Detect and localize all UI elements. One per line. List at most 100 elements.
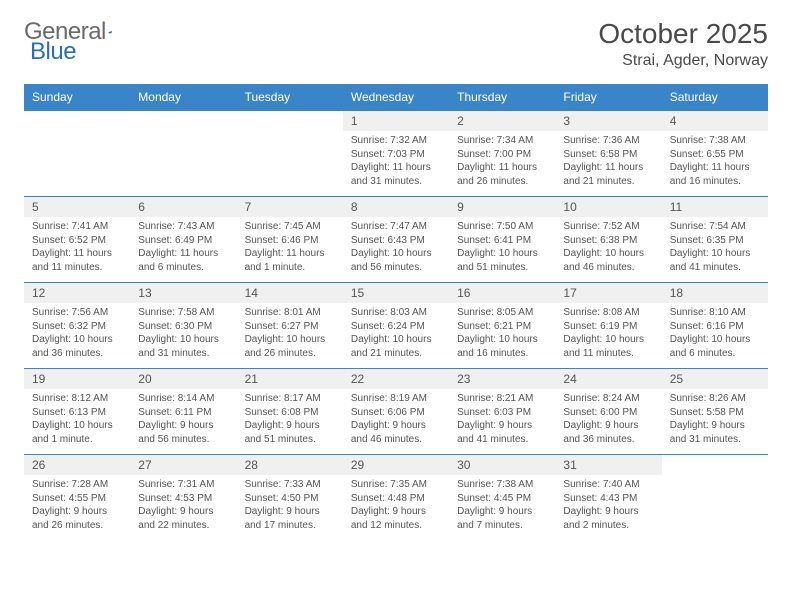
day-info-line: Sunrise: 8:24 AM	[563, 392, 653, 406]
day-info-line: Sunset: 6:32 PM	[32, 320, 122, 334]
day-cell: 13Sunrise: 7:58 AMSunset: 6:30 PMDayligh…	[130, 283, 236, 369]
day-info-line: and 26 minutes.	[32, 519, 122, 533]
day-number: 10	[555, 197, 661, 217]
day-info-line: Daylight: 10 hours	[245, 333, 335, 347]
day-info-line: Sunrise: 7:52 AM	[563, 220, 653, 234]
day-info: Sunrise: 7:43 AMSunset: 6:49 PMDaylight:…	[130, 217, 236, 278]
day-cell: 12Sunrise: 7:56 AMSunset: 6:32 PMDayligh…	[24, 283, 130, 369]
day-info-line: Sunset: 6:00 PM	[563, 406, 653, 420]
day-number: 30	[449, 455, 555, 475]
day-info-line: Sunset: 4:45 PM	[457, 492, 547, 506]
day-info-line: Sunset: 6:16 PM	[670, 320, 760, 334]
day-info-line: Daylight: 11 hours	[351, 161, 441, 175]
day-number: 2	[449, 111, 555, 131]
day-info: Sunrise: 7:38 AMSunset: 4:45 PMDaylight:…	[449, 475, 555, 536]
weekday-header: Tuesday	[237, 84, 343, 111]
day-info-line: Daylight: 10 hours	[351, 333, 441, 347]
day-info: Sunrise: 7:45 AMSunset: 6:46 PMDaylight:…	[237, 217, 343, 278]
day-info-line: and 6 minutes.	[670, 347, 760, 361]
day-info: Sunrise: 7:52 AMSunset: 6:38 PMDaylight:…	[555, 217, 661, 278]
day-number: 3	[555, 111, 661, 131]
day-info-line: Sunrise: 8:05 AM	[457, 306, 547, 320]
day-cell: 22Sunrise: 8:19 AMSunset: 6:06 PMDayligh…	[343, 369, 449, 455]
day-number: 13	[130, 283, 236, 303]
day-info-line: Sunset: 7:00 PM	[457, 148, 547, 162]
day-info-line: Daylight: 10 hours	[138, 333, 228, 347]
day-info-line: Sunset: 6:21 PM	[457, 320, 547, 334]
day-cell: 29Sunrise: 7:35 AMSunset: 4:48 PMDayligh…	[343, 455, 449, 541]
day-info-line: Sunset: 6:30 PM	[138, 320, 228, 334]
day-info-line: Sunset: 6:58 PM	[563, 148, 653, 162]
day-info-line: Sunset: 4:48 PM	[351, 492, 441, 506]
day-info-line: Sunset: 6:38 PM	[563, 234, 653, 248]
day-cell: 2Sunrise: 7:34 AMSunset: 7:00 PMDaylight…	[449, 111, 555, 197]
day-info-line: Sunrise: 7:40 AM	[563, 478, 653, 492]
day-info-line: and 46 minutes.	[351, 433, 441, 447]
day-info-line: Daylight: 10 hours	[32, 333, 122, 347]
week-row: 12Sunrise: 7:56 AMSunset: 6:32 PMDayligh…	[24, 283, 768, 369]
day-info-line: and 6 minutes.	[138, 261, 228, 275]
day-number: 26	[24, 455, 130, 475]
day-info: Sunrise: 7:36 AMSunset: 6:58 PMDaylight:…	[555, 131, 661, 192]
day-number: 8	[343, 197, 449, 217]
day-info-line: Sunrise: 7:31 AM	[138, 478, 228, 492]
day-info: Sunrise: 8:17 AMSunset: 6:08 PMDaylight:…	[237, 389, 343, 450]
day-info-line: Daylight: 9 hours	[563, 419, 653, 433]
day-info: Sunrise: 7:40 AMSunset: 4:43 PMDaylight:…	[555, 475, 661, 536]
day-info-line: and 22 minutes.	[138, 519, 228, 533]
week-row: 19Sunrise: 8:12 AMSunset: 6:13 PMDayligh…	[24, 369, 768, 455]
day-info-line: Sunrise: 7:54 AM	[670, 220, 760, 234]
day-info-line: Daylight: 9 hours	[351, 505, 441, 519]
day-number: 9	[449, 197, 555, 217]
day-cell: 27Sunrise: 7:31 AMSunset: 4:53 PMDayligh…	[130, 455, 236, 541]
day-info-line: Sunset: 6:43 PM	[351, 234, 441, 248]
day-info-line: Sunset: 4:43 PM	[563, 492, 653, 506]
weekday-header: Monday	[130, 84, 236, 111]
day-info-line: Daylight: 10 hours	[670, 333, 760, 347]
day-info-line: and 41 minutes.	[457, 433, 547, 447]
day-cell: 16Sunrise: 8:05 AMSunset: 6:21 PMDayligh…	[449, 283, 555, 369]
day-cell: 23Sunrise: 8:21 AMSunset: 6:03 PMDayligh…	[449, 369, 555, 455]
day-number: 23	[449, 369, 555, 389]
week-row: 5Sunrise: 7:41 AMSunset: 6:52 PMDaylight…	[24, 197, 768, 283]
day-info-line: Sunrise: 7:56 AM	[32, 306, 122, 320]
weekday-header: Saturday	[662, 84, 768, 111]
day-info-line: and 36 minutes.	[563, 433, 653, 447]
day-info-line: and 31 minutes.	[670, 433, 760, 447]
day-cell: 28Sunrise: 7:33 AMSunset: 4:50 PMDayligh…	[237, 455, 343, 541]
day-info-line: Daylight: 11 hours	[670, 161, 760, 175]
day-info-line: Daylight: 9 hours	[351, 419, 441, 433]
day-info-line: Sunrise: 7:36 AM	[563, 134, 653, 148]
day-info-line: and 31 minutes.	[138, 347, 228, 361]
day-info: Sunrise: 8:19 AMSunset: 6:06 PMDaylight:…	[343, 389, 449, 450]
day-cell: 11Sunrise: 7:54 AMSunset: 6:35 PMDayligh…	[662, 197, 768, 283]
day-info: Sunrise: 7:35 AMSunset: 4:48 PMDaylight:…	[343, 475, 449, 536]
day-cell	[662, 455, 768, 541]
day-info-line: Daylight: 10 hours	[351, 247, 441, 261]
day-info: Sunrise: 8:10 AMSunset: 6:16 PMDaylight:…	[662, 303, 768, 364]
day-cell: 21Sunrise: 8:17 AMSunset: 6:08 PMDayligh…	[237, 369, 343, 455]
day-cell	[237, 111, 343, 197]
day-number: 14	[237, 283, 343, 303]
day-info-line: Sunrise: 7:34 AM	[457, 134, 547, 148]
day-info-line: Daylight: 10 hours	[457, 333, 547, 347]
day-info-line: Sunrise: 8:21 AM	[457, 392, 547, 406]
day-cell: 20Sunrise: 8:14 AMSunset: 6:11 PMDayligh…	[130, 369, 236, 455]
week-row: 1Sunrise: 7:32 AMSunset: 7:03 PMDaylight…	[24, 111, 768, 197]
weekday-header: Thursday	[449, 84, 555, 111]
day-info-line: Daylight: 9 hours	[245, 505, 335, 519]
day-info-line: Sunrise: 8:17 AM	[245, 392, 335, 406]
weekday-header: Friday	[555, 84, 661, 111]
day-number: 25	[662, 369, 768, 389]
day-info-line: Sunset: 5:58 PM	[670, 406, 760, 420]
day-info: Sunrise: 8:24 AMSunset: 6:00 PMDaylight:…	[555, 389, 661, 450]
day-info-line: Sunrise: 8:12 AM	[32, 392, 122, 406]
day-info-line: Sunrise: 7:45 AM	[245, 220, 335, 234]
day-info-line: Daylight: 10 hours	[457, 247, 547, 261]
day-number: 20	[130, 369, 236, 389]
day-info-line: Daylight: 11 hours	[32, 247, 122, 261]
day-number: 22	[343, 369, 449, 389]
day-number: 24	[555, 369, 661, 389]
day-info: Sunrise: 7:38 AMSunset: 6:55 PMDaylight:…	[662, 131, 768, 192]
day-info-line: and 26 minutes.	[245, 347, 335, 361]
